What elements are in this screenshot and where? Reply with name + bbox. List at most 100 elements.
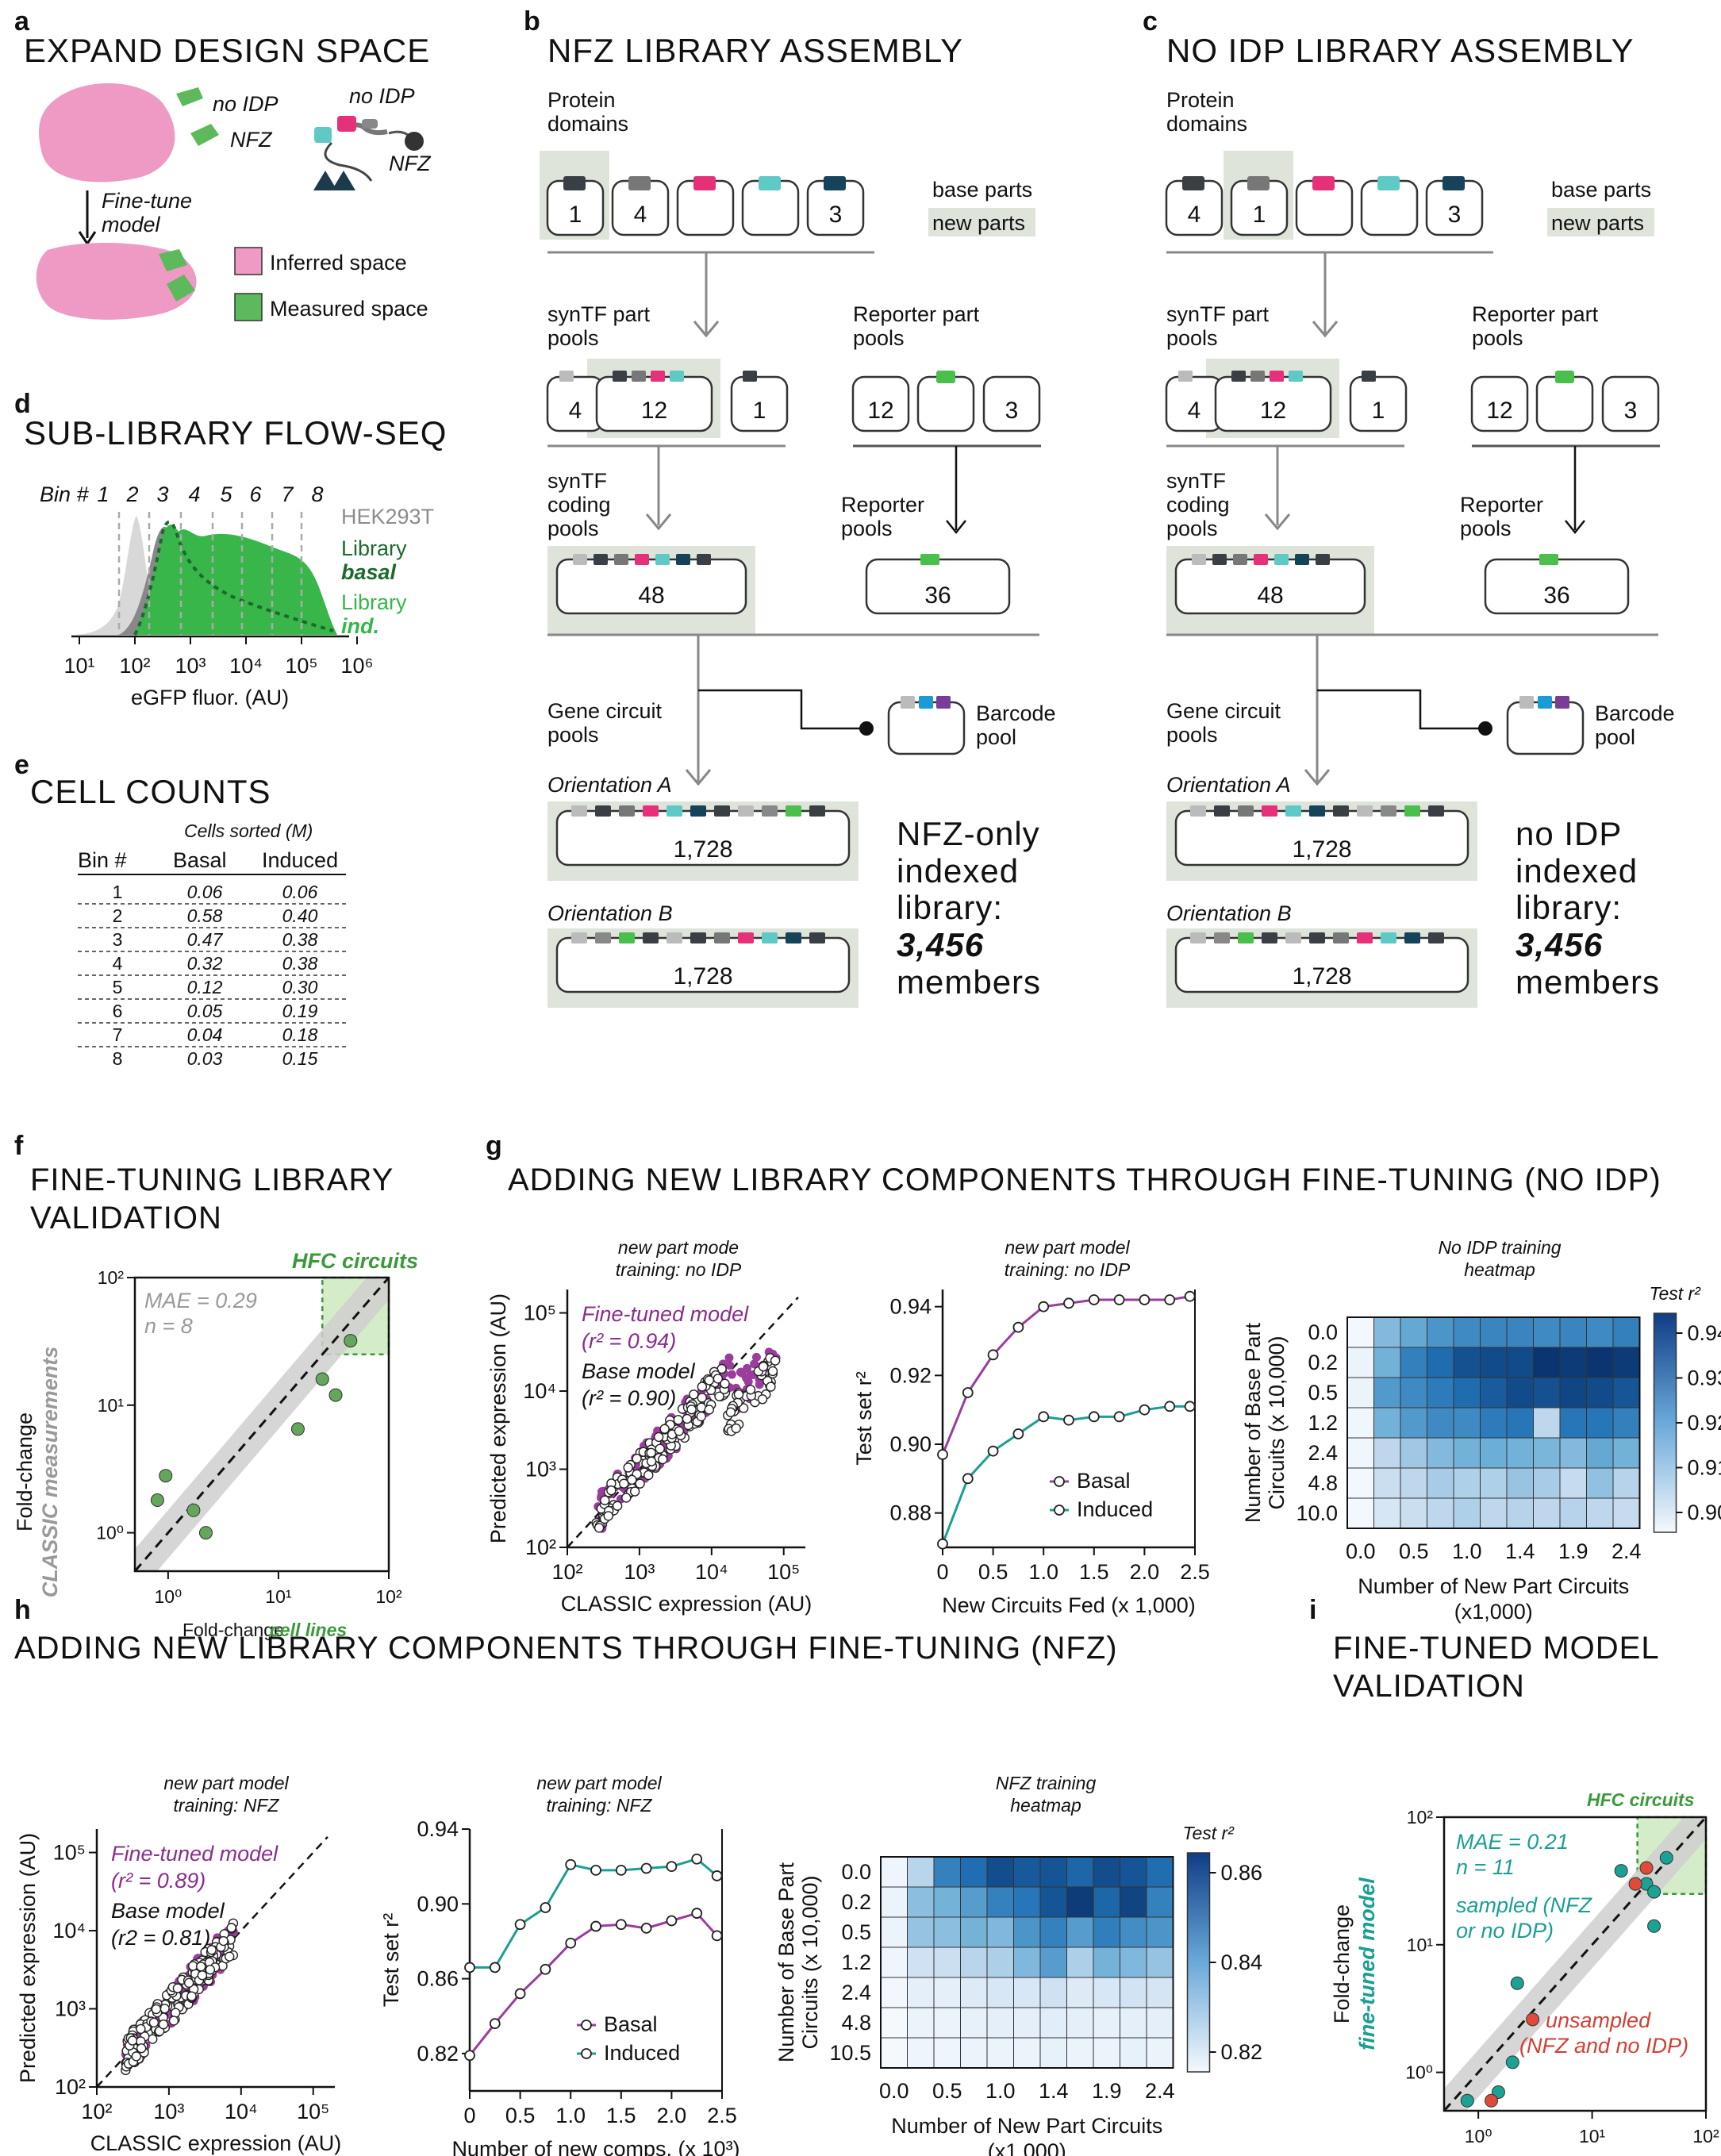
legend-label: Basal (604, 2012, 658, 2036)
heatmap-cell (1506, 1437, 1534, 1469)
heatmap-xlabel-1: Number of New Part Circuits (1358, 1574, 1629, 1598)
y-tick-label: 10⁰ (96, 1523, 124, 1543)
heatmap-cell (1013, 1886, 1041, 1918)
heatmap-cell (1373, 1497, 1401, 1529)
base-model-point (170, 2008, 181, 2018)
coding-part-icon (1274, 554, 1289, 565)
circuit-part-icon (1404, 805, 1420, 817)
heatmap-cell (907, 1916, 935, 1948)
table-cell-induced: 0.38 (282, 953, 318, 974)
table-cell-basal: 0.04 (187, 1024, 223, 1045)
label-model: model (102, 213, 161, 236)
plot-frame (133, 1276, 390, 1573)
series-point (1012, 1321, 1024, 1333)
domain-count: 4 (1188, 202, 1201, 228)
bin-label: Bin # (40, 482, 90, 506)
coding-part-icon (655, 554, 670, 565)
colorbar-tick-label: 0.92 (1688, 1411, 1721, 1435)
heatmap-cell (1612, 1316, 1640, 1348)
coding-pool-box (555, 558, 747, 615)
colorbar-tick-label: 0.82 (1221, 2040, 1263, 2064)
fine-tuned-point (724, 1353, 734, 1362)
y-tick-label: 0.94 (889, 1295, 932, 1319)
reporter-pool-count: 12 (867, 398, 893, 424)
reporter-part-icon (1539, 554, 1558, 565)
heatmap-cell (1586, 1347, 1614, 1378)
heatmap-cell (880, 2037, 908, 2069)
col-bin: Bin # (78, 848, 127, 872)
table-cell-basal: 0.06 (187, 882, 223, 902)
domain-part-icon (693, 176, 716, 190)
inferred-space-blob-bottom (36, 242, 197, 320)
base-model-point (689, 1389, 699, 1400)
x-tick-label: 2.0 (1130, 1560, 1160, 1584)
reporter-part-icon (920, 554, 939, 565)
base-model-point (655, 1443, 665, 1454)
y-tick-label: 10³ (525, 1458, 556, 1482)
heatmap-cell (1066, 1947, 1094, 1978)
heatmap-cell (1453, 1437, 1481, 1469)
heatmap-cell (907, 2037, 935, 2069)
series-point (1038, 1301, 1050, 1312)
reporter-pool-count: 3 (1624, 398, 1638, 424)
series-point (962, 1387, 974, 1398)
legend-hek: HEK293T (341, 505, 434, 528)
x-tick-label: 1.5 (1079, 1560, 1109, 1584)
heatmap-cell (1400, 1377, 1427, 1409)
base-model-point (745, 1385, 756, 1395)
data-point (186, 1503, 201, 1517)
base-model-point (619, 1478, 629, 1489)
circuit-part-icon (1214, 805, 1230, 817)
data-point (1485, 2093, 1499, 2108)
legend-marker (581, 2048, 592, 2059)
reporter-pool-box (916, 375, 975, 432)
syntf-coding-label-3: pools (547, 517, 599, 540)
bin-number: 8 (311, 482, 323, 506)
colorbar (1186, 1852, 1211, 2073)
coding-part-icon (1254, 554, 1268, 565)
reporter-pool-box (1470, 375, 1529, 432)
heatmap-cell (1146, 2037, 1174, 2069)
table-cell-bin: 5 (113, 977, 123, 997)
domain-part-icon (1247, 176, 1270, 190)
heatmap-row-label: 1.2 (1308, 1411, 1338, 1435)
heatmap-cell (960, 1886, 988, 1918)
colorbar-title: Test r² (1183, 1823, 1235, 1843)
base-model-r2: (r² = 0.90) (582, 1386, 676, 1410)
circuit-part-icon (786, 932, 801, 943)
syntf-part-pools-label-2: pools (1166, 326, 1218, 350)
barcode-part-icon (901, 696, 915, 709)
heatmap-cell (1480, 1467, 1508, 1499)
heatmap-cell (1506, 1377, 1534, 1409)
idp-domain-shape (176, 87, 203, 106)
mae-label: MAE = 0.29 (144, 1289, 257, 1312)
syntf-glyph-icon (313, 116, 424, 190)
unsampled-label-2: (NFZ and no IDP) (1519, 2034, 1688, 2058)
heatmap-cell (1039, 2037, 1067, 2069)
label-fine-tune: Fine-tune (102, 189, 192, 213)
circuit-part-icon (1333, 932, 1349, 943)
heatmap-cell (1013, 1856, 1041, 1888)
data-point (290, 1422, 305, 1436)
base-model-point (696, 1411, 706, 1422)
data-point (1510, 1976, 1524, 1990)
circuit-part-icon (1381, 932, 1396, 943)
table-cell-induced: 0.19 (282, 1001, 318, 1021)
circuit-part-icon (667, 932, 682, 943)
bin-number: 2 (125, 482, 138, 506)
circuit-part-icon (762, 805, 778, 817)
pool-part-icon (1362, 371, 1376, 382)
heatmap-cell (1039, 1916, 1067, 1948)
heatmap-frame (1346, 1316, 1641, 1529)
heatmap-cell (1400, 1467, 1427, 1499)
heatmap-cell (960, 1856, 988, 1888)
circuit-part-icon (1285, 805, 1301, 817)
heatmap-cell (1586, 1467, 1614, 1499)
series-point (1164, 1294, 1176, 1305)
coding-part-icon (697, 554, 711, 565)
syntf-coding-label-1: synTF (547, 469, 607, 493)
x-tick-label: 10² (375, 1586, 402, 1607)
syntf-pool-count: 4 (1188, 398, 1201, 424)
syntf-coding-label-1: synTF (1166, 469, 1226, 493)
